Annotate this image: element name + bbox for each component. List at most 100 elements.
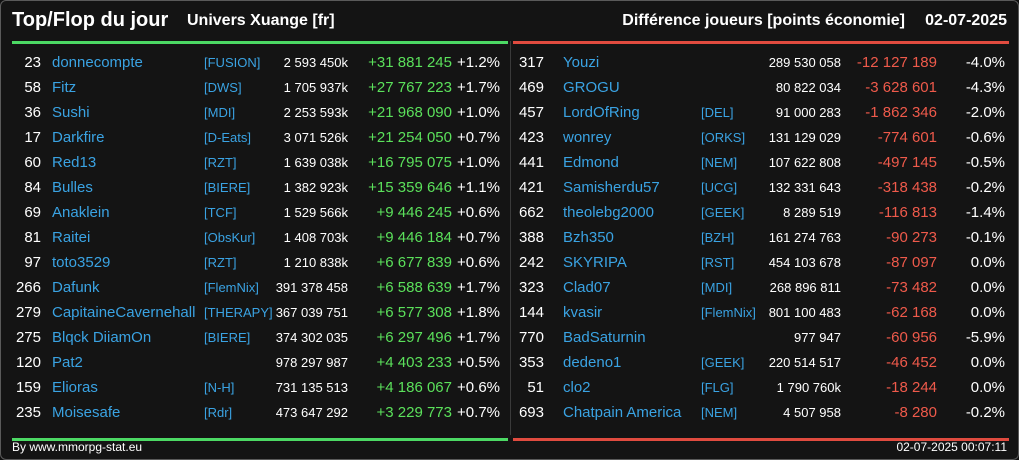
- top-row: 120 Pat2 978 297 987 +4 403 233 +0.5%: [12, 349, 508, 374]
- alliance-tag-link[interactable]: [N-H]: [204, 380, 235, 395]
- player-points: 91 000 283: [775, 105, 841, 120]
- percent-change: -4.3%: [965, 79, 1005, 96]
- player-name-link[interactable]: Fitz: [52, 79, 77, 96]
- alliance-tag-link[interactable]: [Rdr]: [204, 405, 233, 420]
- top-row: 279 CapitaineCavernehall [THERAPY] 367 039 …: [12, 299, 508, 324]
- alliance-tag-link[interactable]: [TCF]: [204, 205, 237, 220]
- player-name-link[interactable]: GROGU: [563, 79, 620, 96]
- alliance-tag-link[interactable]: [UCG]: [701, 180, 738, 195]
- alliance-tag-link[interactable]: [ORKS]: [701, 130, 746, 145]
- player-name-link[interactable]: wonrey: [563, 129, 612, 146]
- footer-timestamp: 02-07-2025 00:07:11: [896, 440, 1007, 454]
- points-delta: +6 577 308: [376, 304, 453, 321]
- player-points: 80 822 034: [775, 80, 841, 95]
- player-points: 1 408 703k: [283, 230, 348, 245]
- alliance-tag-link[interactable]: [MDI]: [204, 105, 236, 120]
- flop-row: 770 BadSaturnin 977 947 -60 956 -5.9%: [513, 324, 1009, 349]
- alliance-tag-link[interactable]: [GEEK]: [701, 355, 745, 370]
- player-name-link[interactable]: kvasir: [563, 304, 603, 321]
- player-name-link[interactable]: theolebg2000: [563, 204, 654, 221]
- alliance-tag-link[interactable]: [D-Eats]: [204, 130, 251, 145]
- alliance-tag-link[interactable]: [RZT]: [204, 155, 237, 170]
- points-delta: +3 229 773: [376, 404, 453, 421]
- points-delta: -318 438: [877, 179, 937, 196]
- player-points: 1 210 838k: [283, 255, 348, 270]
- top-players-panel: 23 donnecompte [FUSION] 2 593 450k +31 881 2…: [12, 41, 508, 441]
- player-name-link[interactable]: Pat2: [52, 354, 83, 371]
- player-name-link[interactable]: Edmond: [563, 154, 619, 171]
- player-name-link[interactable]: Elioras: [52, 379, 98, 396]
- player-points: 801 100 483: [768, 305, 841, 320]
- alliance-tag-link[interactable]: [FlemNix]: [204, 280, 259, 295]
- player-name-link[interactable]: clo2: [563, 379, 591, 396]
- player-name-link[interactable]: Moisesafe: [52, 404, 121, 421]
- alliance-tag-link[interactable]: [BIERE]: [204, 180, 251, 195]
- percent-change: 0.0%: [970, 279, 1005, 296]
- player-name-link[interactable]: Samisherdu57: [563, 179, 660, 196]
- points-delta: -90 273: [886, 229, 937, 246]
- footer: By www.mmorpg-stat.eu 02-07-2025 00:07:1…: [1, 437, 1018, 459]
- player-rank: 457: [518, 104, 544, 121]
- player-rank: 279: [15, 304, 41, 321]
- percent-change: +0.6%: [457, 254, 500, 271]
- player-name-link[interactable]: Anaklein: [52, 204, 110, 221]
- alliance-tag-link[interactable]: [RST]: [701, 255, 735, 270]
- player-name-link[interactable]: toto3529: [52, 254, 111, 271]
- flop-players-panel: 317 Youzi 289 530 058 -12 127 189 -4.0% 469 GR…: [513, 41, 1009, 441]
- player-name-link[interactable]: Blqck DiiamOn: [52, 329, 152, 346]
- player-name-link[interactable]: Clad07: [563, 279, 611, 296]
- percent-change: 0.0%: [970, 379, 1005, 396]
- player-name-link[interactable]: Bzh350: [563, 229, 614, 246]
- alliance-tag-link[interactable]: [DWS]: [204, 80, 242, 95]
- alliance-tag-link[interactable]: [FLG]: [701, 380, 734, 395]
- player-name-link[interactable]: SKYRIPA: [563, 254, 627, 271]
- player-name-link[interactable]: Bulles: [52, 179, 93, 196]
- percent-change: 0.0%: [970, 354, 1005, 371]
- points-delta: +16 795 075: [368, 154, 452, 171]
- alliance-tag-link[interactable]: [THERAPY]: [204, 305, 273, 320]
- player-name-link[interactable]: Darkfire: [52, 129, 105, 146]
- alliance-tag-link[interactable]: [BZH]: [701, 230, 735, 245]
- alliance-tag-link[interactable]: [RZT]: [204, 255, 237, 270]
- site-credit: By www.mmorpg-stat.eu: [12, 440, 143, 454]
- percent-change: +1.7%: [457, 79, 500, 96]
- player-name-link[interactable]: LordOfRing: [563, 104, 640, 121]
- player-name-link[interactable]: Youzi: [563, 54, 600, 71]
- player-rank: 51: [527, 379, 544, 396]
- alliance-tag-link[interactable]: [DEL]: [701, 105, 734, 120]
- percent-change: +0.7%: [457, 129, 500, 146]
- player-points: 131 129 029: [768, 130, 841, 145]
- alliance-tag-link[interactable]: [FlemNix]: [701, 305, 756, 320]
- universe-label: Univers Xuange [fr]: [187, 12, 335, 29]
- points-delta: +21 254 050: [368, 129, 452, 146]
- player-points: 132 331 643: [768, 180, 841, 195]
- player-name-link[interactable]: donnecompte: [52, 54, 143, 71]
- alliance-tag-link[interactable]: [FUSION]: [204, 55, 261, 70]
- player-name-link[interactable]: Raitei: [52, 229, 91, 246]
- alliance-tag-link[interactable]: [BIERE]: [204, 330, 251, 345]
- alliance-tag-link[interactable]: [NEM]: [701, 155, 738, 170]
- player-points: 1 639 038k: [283, 155, 348, 170]
- player-points: 3 071 526k: [283, 130, 348, 145]
- player-name-link[interactable]: Sushi: [52, 104, 90, 121]
- player-name-link[interactable]: Red13: [52, 154, 97, 171]
- player-rank: 423: [518, 129, 544, 146]
- header: Top/Flop du jour Univers Xuange [fr] Dif…: [1, 1, 1018, 41]
- points-delta: -18 244: [886, 379, 937, 396]
- alliance-tag-link[interactable]: [NEM]: [701, 405, 738, 420]
- player-name-link[interactable]: Dafunk: [52, 279, 100, 296]
- flop-row: 457 LordOfRing [DEL] 91 000 283 -1 862 346 -2…: [513, 99, 1009, 124]
- alliance-tag-link[interactable]: [GEEK]: [701, 205, 745, 220]
- player-rank: 17: [24, 129, 41, 146]
- percent-change: +0.7%: [457, 229, 500, 246]
- player-name-link[interactable]: dedeno1: [563, 354, 622, 371]
- player-name-link[interactable]: Chatpain America: [563, 404, 682, 421]
- alliance-tag-link[interactable]: [MDI]: [701, 280, 733, 295]
- player-points: 220 514 517: [768, 355, 841, 370]
- alliance-tag-link[interactable]: [ObsKur]: [204, 230, 256, 245]
- points-delta: +9 446 245: [376, 204, 453, 221]
- player-name-link[interactable]: BadSaturnin: [563, 329, 646, 346]
- percent-change: -0.6%: [965, 129, 1005, 146]
- player-name-link[interactable]: CapitaineCavernehall: [52, 304, 196, 321]
